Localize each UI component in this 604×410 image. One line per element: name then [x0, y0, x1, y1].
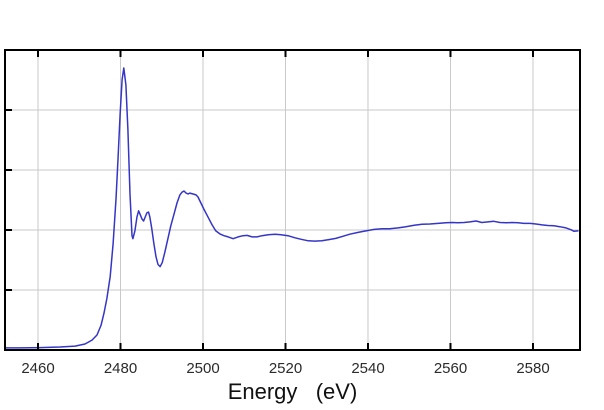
x-tick-label: 2540 [351, 360, 385, 377]
x-axis-title: Energy (eV) [227, 379, 358, 404]
x-tick-label: 2460 [21, 360, 55, 377]
x-tick-label: 2520 [268, 360, 303, 377]
plot-border [4, 49, 581, 351]
axis-ticks [5, 50, 534, 350]
x-tick-label: 2500 [186, 360, 220, 377]
x-tick-label: 2580 [516, 360, 550, 377]
x-tick-label: 2560 [433, 360, 468, 377]
spectrum-curve [4, 67, 579, 349]
gridlines [5, 50, 580, 350]
x-tick-label: 2480 [103, 360, 138, 377]
